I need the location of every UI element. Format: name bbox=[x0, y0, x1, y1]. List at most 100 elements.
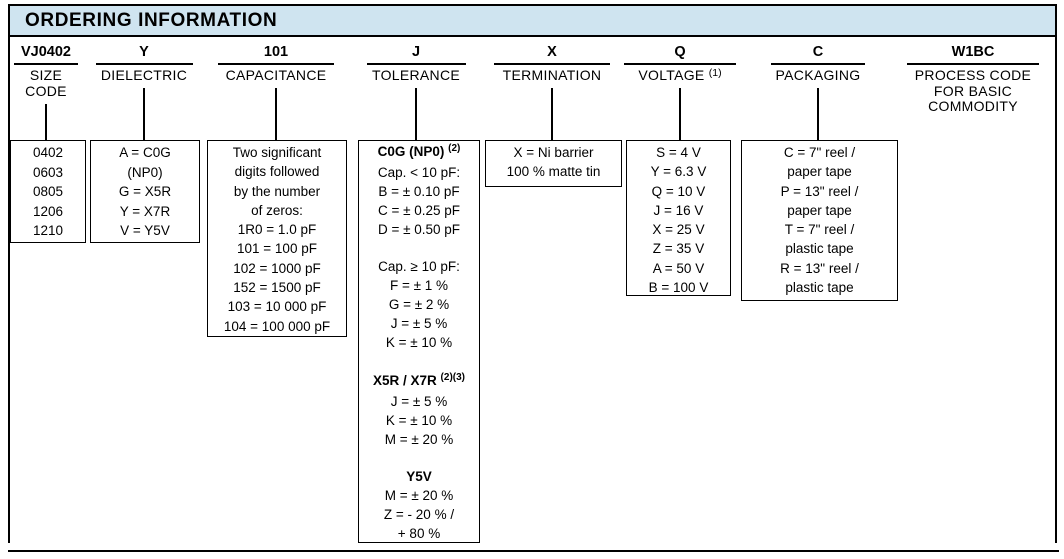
box-line: digits followed bbox=[234, 164, 320, 180]
label-line: TERMINATION bbox=[502, 67, 602, 83]
box-line: Y5V bbox=[359, 468, 479, 487]
box-line: 1206 bbox=[32, 203, 64, 219]
text: Y5V bbox=[406, 469, 432, 485]
size-code-label: SIZE CODE bbox=[0, 67, 102, 99]
box-line: paper tape bbox=[787, 164, 852, 180]
dielectric-label: DIELECTRIC bbox=[72, 67, 217, 84]
voltage-code: Q bbox=[624, 44, 736, 65]
box-line: D = ± 0.50 pF bbox=[377, 221, 461, 237]
box-line: + 80 % bbox=[397, 526, 441, 542]
label-line: COMMODITY bbox=[928, 98, 1018, 114]
label-line: TOLERANCE bbox=[371, 67, 461, 83]
box-line: (NP0) bbox=[127, 164, 163, 180]
superscript-note: (2) bbox=[448, 143, 461, 154]
box-line: 1210 bbox=[32, 223, 64, 239]
ordering-information-frame: ORDERING INFORMATION VJ0402 SIZE CODE 0402 0… bbox=[8, 4, 1057, 543]
text: X5R / X7R bbox=[373, 372, 437, 388]
box-line: C = ± 0.25 pF bbox=[377, 202, 461, 218]
box-line: Two significant bbox=[232, 145, 322, 160]
capacitance-label: CAPACITANCE bbox=[194, 67, 358, 84]
box-line bbox=[359, 450, 479, 469]
termination-connector-line bbox=[551, 88, 553, 140]
box-line: plastic tape bbox=[785, 280, 854, 296]
label-line: VOLTAGE (1) bbox=[600, 67, 760, 86]
tolerance-box: C0G (NP0) (2) Cap. < 10 pF: B = ± 0.10 pF C… bbox=[358, 140, 480, 543]
box-line: J = ± 5 % bbox=[390, 316, 448, 332]
box-line: B = 100 V bbox=[648, 280, 709, 296]
box-line: 0805 bbox=[32, 184, 64, 200]
box-line: 0402 bbox=[32, 145, 64, 160]
voltage-label: VOLTAGE (1) bbox=[600, 67, 760, 86]
box-line: X = 25 V bbox=[652, 222, 705, 238]
box-line: by the number bbox=[233, 183, 321, 199]
capacitance-code: 101 bbox=[218, 44, 334, 65]
box-line: Q = 10 V bbox=[651, 183, 706, 199]
box-line bbox=[359, 353, 479, 372]
box-line: G = X5R bbox=[118, 184, 172, 200]
box-line: F = ± 1 % bbox=[389, 278, 449, 294]
box-line: 101 = 100 pF bbox=[237, 241, 317, 257]
tolerance-connector-line bbox=[415, 88, 417, 140]
label-line: DIELECTRIC bbox=[100, 67, 188, 83]
box-line: paper tape bbox=[787, 202, 852, 218]
box-line: M = ± 20 % bbox=[384, 431, 454, 447]
box-line: A = C0G bbox=[119, 145, 171, 160]
box-line: 103 = 10 000 pF bbox=[227, 299, 327, 315]
termination-code: X bbox=[494, 44, 610, 65]
size-code-code: VJ0402 bbox=[14, 44, 78, 65]
box-line: 104 = 100 000 pF bbox=[223, 318, 331, 334]
text: C0G (NP0) bbox=[377, 144, 445, 159]
packaging-label: PACKAGING bbox=[747, 67, 889, 84]
box-line: M = ± 20 % bbox=[384, 488, 454, 504]
box-line: Y = X7R bbox=[119, 203, 171, 219]
process-code-label: PROCESS CODE FOR BASIC COMMODITY bbox=[883, 67, 1063, 115]
box-line: V = Y5V bbox=[120, 223, 170, 239]
tolerance-code: J bbox=[366, 44, 466, 65]
capacitance-connector-line bbox=[275, 88, 277, 140]
box-line: T = 7" reel / bbox=[784, 222, 855, 238]
packaging-box: C = 7" reel / paper tape P = 13" reel / pap… bbox=[741, 140, 898, 301]
dielectric-box: A = C0G (NP0) G = X5R Y = X7R V = Y5V bbox=[90, 140, 200, 243]
tolerance-label: TOLERANCE bbox=[343, 67, 490, 84]
voltage-box: S = 4 V Y = 6.3 V Q = 10 V J = 16 V X = 25 V… bbox=[626, 140, 731, 296]
box-line: R = 13" reel / bbox=[780, 260, 859, 276]
label-line: SIZE bbox=[29, 67, 63, 83]
box-line: K = ± 10 % bbox=[385, 412, 453, 428]
box-line: K = ± 10 % bbox=[385, 335, 453, 351]
dielectric-code: Y bbox=[95, 44, 193, 65]
dielectric-connector-line bbox=[143, 88, 145, 140]
box-line: B = ± 0.10 pF bbox=[378, 183, 460, 199]
box-line: G = ± 2 % bbox=[388, 297, 450, 313]
label-line: FOR BASIC bbox=[933, 82, 1013, 99]
box-line: A = 50 V bbox=[652, 260, 705, 276]
label-line: CAPACITANCE bbox=[225, 67, 327, 83]
packaging-connector-line bbox=[817, 88, 819, 140]
superscript-note: (2)(3) bbox=[440, 371, 465, 383]
box-line: P = 13" reel / bbox=[780, 183, 859, 199]
box-line: X5R / X7R (2)(3) bbox=[359, 372, 479, 393]
text: VOLTAGE bbox=[638, 67, 705, 83]
box-line: plastic tape bbox=[785, 241, 854, 257]
packaging-code: C bbox=[771, 44, 865, 65]
label-line: PACKAGING bbox=[775, 67, 861, 83]
box-line: S = 4 V bbox=[656, 145, 701, 160]
box-line: 152 = 1500 pF bbox=[233, 280, 321, 296]
box-line: J = ± 5 % bbox=[390, 393, 448, 409]
box-line: Cap. ≥ 10 pF: bbox=[378, 259, 460, 275]
superscript-note: (1) bbox=[708, 67, 722, 79]
box-line: 0603 bbox=[32, 164, 64, 180]
box-line: Z = - 20 % / bbox=[383, 507, 455, 523]
box-line: J = 16 V bbox=[653, 202, 704, 218]
section-title: ORDERING INFORMATION bbox=[25, 9, 278, 31]
voltage-connector-line bbox=[679, 88, 681, 140]
process-code-code: W1BC bbox=[907, 44, 1039, 65]
box-line: of zeros: bbox=[251, 202, 303, 218]
bottom-rule bbox=[8, 550, 1059, 552]
size-code-connector-line bbox=[45, 104, 47, 140]
capacitance-box: Two significant digits followed by the num… bbox=[207, 140, 347, 337]
box-line: Cap. < 10 pF: bbox=[377, 164, 461, 180]
box-line: C = 7" reel / bbox=[783, 145, 856, 160]
box-line: X = Ni barrier bbox=[513, 145, 594, 160]
box-line bbox=[359, 240, 479, 259]
label-line: PROCESS CODE bbox=[914, 67, 1032, 83]
